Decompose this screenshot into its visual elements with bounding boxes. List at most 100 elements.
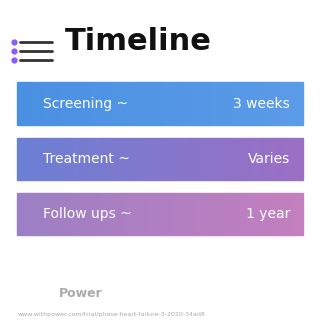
Bar: [146, 193, 148, 235]
Bar: [57, 82, 60, 125]
Bar: [74, 82, 77, 125]
Bar: [174, 82, 177, 125]
Bar: [106, 138, 108, 180]
Text: Follow ups ~: Follow ups ~: [43, 207, 132, 221]
Bar: [203, 138, 206, 180]
Bar: [237, 193, 240, 235]
Bar: [34, 82, 37, 125]
Bar: [197, 138, 200, 180]
Bar: [40, 138, 43, 180]
Bar: [97, 138, 100, 180]
Bar: [57, 193, 60, 235]
Bar: [209, 138, 212, 180]
Bar: [20, 82, 23, 125]
Bar: [271, 82, 274, 125]
Bar: [180, 138, 183, 180]
Bar: [71, 138, 74, 180]
Text: Varies: Varies: [248, 152, 290, 166]
Bar: [163, 82, 166, 125]
Bar: [103, 138, 106, 180]
Text: 3 weeks: 3 weeks: [233, 96, 290, 111]
Bar: [17, 138, 20, 180]
Bar: [220, 82, 223, 125]
Bar: [191, 138, 194, 180]
Bar: [291, 193, 294, 235]
Bar: [103, 82, 106, 125]
Bar: [300, 193, 303, 235]
Bar: [217, 82, 220, 125]
Text: www.withpower.com/trial/phase-heart-failure-3-2020-34ad8: www.withpower.com/trial/phase-heart-fail…: [17, 312, 205, 317]
Bar: [97, 193, 100, 235]
Bar: [206, 138, 209, 180]
Bar: [148, 82, 151, 125]
Bar: [100, 138, 103, 180]
Bar: [240, 138, 243, 180]
Bar: [223, 82, 226, 125]
Bar: [231, 193, 234, 235]
Bar: [163, 193, 166, 235]
Bar: [137, 82, 140, 125]
Bar: [271, 193, 274, 235]
Bar: [120, 82, 123, 125]
Bar: [234, 138, 237, 180]
Bar: [80, 138, 83, 180]
Bar: [174, 138, 177, 180]
Bar: [20, 138, 23, 180]
Bar: [217, 138, 220, 180]
Bar: [146, 138, 148, 180]
Bar: [237, 82, 240, 125]
Bar: [66, 82, 69, 125]
Bar: [191, 82, 194, 125]
Bar: [166, 138, 169, 180]
Text: Power: Power: [59, 287, 102, 300]
Bar: [23, 193, 26, 235]
Bar: [123, 138, 126, 180]
Bar: [186, 138, 188, 180]
Bar: [92, 82, 94, 125]
Bar: [191, 193, 194, 235]
Bar: [166, 193, 169, 235]
Bar: [143, 82, 146, 125]
Bar: [283, 138, 286, 180]
Bar: [169, 193, 172, 235]
Bar: [140, 82, 143, 125]
Bar: [288, 138, 291, 180]
Bar: [212, 193, 214, 235]
Bar: [34, 193, 37, 235]
Bar: [174, 193, 177, 235]
Bar: [40, 193, 43, 235]
Bar: [197, 193, 200, 235]
Bar: [23, 82, 26, 125]
Bar: [106, 82, 108, 125]
Bar: [217, 193, 220, 235]
Bar: [43, 138, 46, 180]
Bar: [283, 193, 286, 235]
Bar: [246, 193, 249, 235]
Bar: [240, 82, 243, 125]
Bar: [134, 138, 137, 180]
Bar: [274, 193, 277, 235]
Bar: [43, 193, 46, 235]
Bar: [234, 82, 237, 125]
Bar: [63, 193, 66, 235]
Bar: [226, 138, 228, 180]
Bar: [294, 82, 297, 125]
Bar: [251, 193, 254, 235]
Bar: [209, 82, 212, 125]
Bar: [257, 138, 260, 180]
Bar: [80, 82, 83, 125]
Bar: [117, 82, 120, 125]
Bar: [291, 138, 294, 180]
Bar: [151, 82, 154, 125]
Bar: [172, 138, 174, 180]
Bar: [117, 193, 120, 235]
Bar: [277, 193, 280, 235]
Text: Timeline: Timeline: [65, 27, 212, 57]
Bar: [132, 82, 134, 125]
Bar: [274, 82, 277, 125]
Bar: [197, 82, 200, 125]
Bar: [223, 193, 226, 235]
Bar: [254, 82, 257, 125]
Bar: [80, 193, 83, 235]
Bar: [280, 138, 283, 180]
